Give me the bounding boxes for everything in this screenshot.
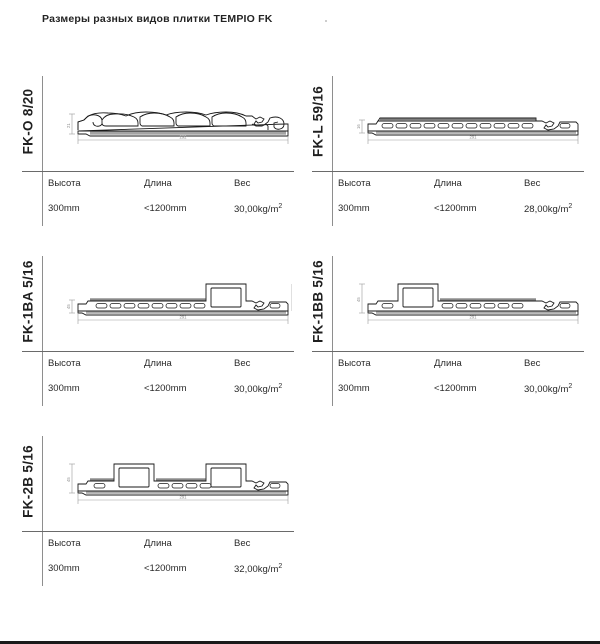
spec-value-weight: 30,00kg/m2 (234, 203, 283, 216)
spec-table: Высота Длина Вес 300mm <1200mm 30,00kg/m… (338, 358, 584, 395)
dimension-height-text: 45 (356, 297, 361, 302)
spec-header-length: Длина (434, 178, 462, 189)
spec-table: Высота Длина Вес 300mm <1200mm 32,00kg/m… (48, 538, 294, 575)
spec-value-row: 300mm <1200mm 32,00kg/m2 (48, 563, 294, 575)
dimension-length-text: 292 (180, 135, 188, 140)
spec-header-weight: Вес (234, 358, 251, 369)
spec-value-row: 300mm <1200mm 28,00kg/m2 (338, 203, 584, 215)
spec-header-height: Высота (48, 538, 81, 549)
product-code-label: FK-L 59/16 (310, 85, 326, 158)
dimension-length-text: 291 (470, 135, 478, 140)
spec-value-row: 300mm <1200mm 30,00kg/m2 (338, 383, 584, 395)
title-marker-dot (325, 20, 327, 22)
product-code-label: FK-1BA 5/16 (20, 260, 36, 343)
product-panel-fk-l: FK-L 59/16 (308, 68, 586, 228)
panel-horizontal-rule (312, 171, 584, 172)
dimension-height-text: 16 (356, 124, 361, 129)
dimension-height-text: 45 (66, 304, 71, 309)
spec-value-height: 300mm (48, 203, 80, 214)
spec-header-weight: Вес (524, 178, 541, 189)
panel-vertical-rule (42, 76, 43, 226)
spec-header-row: Высота Длина Вес (338, 358, 584, 383)
panel-vertical-rule (332, 256, 333, 406)
profile-drawing-one-block-right: 45 291 (56, 258, 292, 348)
panel-horizontal-rule (312, 351, 584, 352)
spec-value-weight: 28,00kg/m2 (524, 203, 573, 216)
spec-value-height: 300mm (338, 383, 370, 394)
product-panel-fk-1bb: FK-1BB 5/16 (308, 248, 586, 408)
profile-drawing-arched-hollow: 21 292 (56, 78, 292, 168)
profile-drawing-flat-slotted: 16 291 (346, 78, 582, 168)
product-panel-fk-2b: FK-2B 5/16 (18, 428, 296, 588)
profile-drawing-two-blocks: 45 291 (56, 438, 292, 528)
spec-value-row: 300mm <1200mm 30,00kg/m2 (48, 383, 294, 395)
spec-header-row: Высота Длина Вес (338, 178, 584, 203)
page-title: Размеры разных видов плитки TEMPIO FK (42, 13, 273, 25)
spec-value-weight: 30,00kg/m2 (234, 383, 283, 396)
spec-header-row: Высота Длина Вес (48, 538, 294, 563)
dimension-length-text: 291 (470, 315, 478, 320)
dimension-height-text: 21 (66, 123, 71, 128)
spec-value-length: <1200mm (434, 203, 477, 214)
spec-table: Высота Длина Вес 300mm <1200mm 30,00kg/m… (48, 358, 294, 395)
product-code-label: FK-2B 5/16 (20, 445, 36, 518)
panel-vertical-rule (42, 436, 43, 586)
spec-header-row: Высота Длина Вес (48, 358, 294, 383)
product-panel-fk-1ba: FK-1BA 5/16 (18, 248, 296, 408)
panel-vertical-rule (332, 76, 333, 226)
spec-header-length: Длина (434, 358, 462, 369)
spec-value-row: 300mm <1200mm 30,00kg/m2 (48, 203, 294, 215)
spec-value-weight: 32,00kg/m2 (234, 563, 283, 576)
panel-vertical-rule (42, 256, 43, 406)
spec-table: Высота Длина Вес 300mm <1200mm 28,00kg/m… (338, 178, 584, 215)
spec-value-length: <1200mm (144, 383, 187, 394)
dimension-length-text: 291 (180, 315, 188, 320)
spec-header-row: Высота Длина Вес (48, 178, 294, 203)
spec-header-weight: Вес (524, 358, 541, 369)
spec-value-weight: 30,00kg/m2 (524, 383, 573, 396)
panel-horizontal-rule (22, 531, 294, 532)
spec-header-length: Длина (144, 358, 172, 369)
dimension-length-text: 291 (180, 495, 188, 500)
spec-header-height: Высота (338, 358, 371, 369)
spec-value-length: <1200mm (434, 383, 477, 394)
spec-header-height: Высота (48, 178, 81, 189)
product-panel-fk-o: FK-O 8/20 21 292 (18, 68, 296, 228)
spec-header-length: Длина (144, 178, 172, 189)
spec-header-weight: Вес (234, 178, 251, 189)
product-code-label: FK-O 8/20 (20, 88, 36, 155)
spec-value-length: <1200mm (144, 203, 187, 214)
panel-horizontal-rule (22, 351, 294, 352)
spec-header-weight: Вес (234, 538, 251, 549)
spec-value-height: 300mm (48, 383, 80, 394)
spec-value-height: 300mm (48, 563, 80, 574)
profile-drawing-one-block-left: 45 291 (346, 258, 582, 348)
spec-value-length: <1200mm (144, 563, 187, 574)
spec-value-height: 300mm (338, 203, 370, 214)
product-code-label: FK-1BB 5/16 (310, 260, 326, 343)
dimension-height-text: 45 (66, 477, 71, 482)
spec-header-height: Высота (48, 358, 81, 369)
spec-table: Высота Длина Вес 300mm <1200mm 30,00kg/m… (48, 178, 294, 215)
spec-header-length: Длина (144, 538, 172, 549)
spec-header-height: Высота (338, 178, 371, 189)
panel-horizontal-rule (22, 171, 294, 172)
